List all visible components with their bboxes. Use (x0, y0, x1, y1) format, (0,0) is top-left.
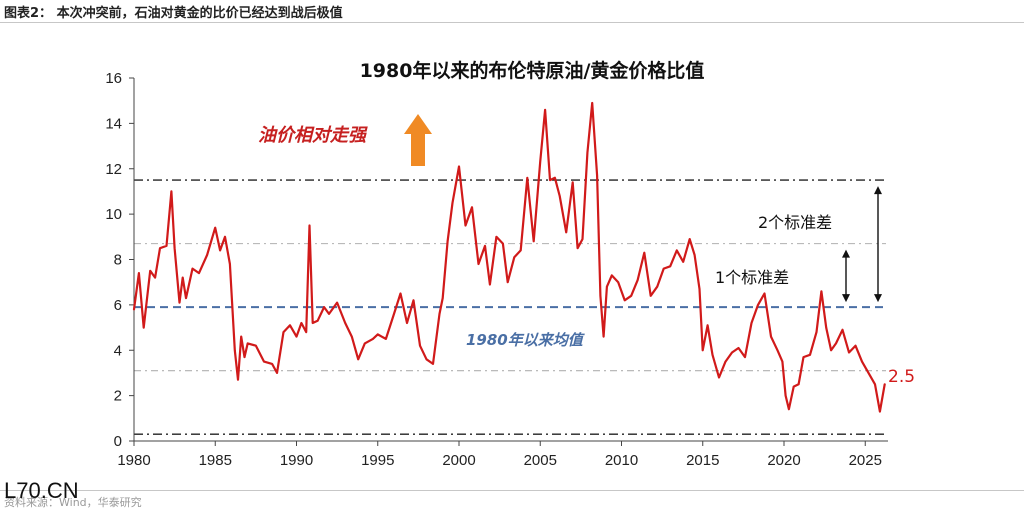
site-watermark: L70.CN (4, 478, 79, 503)
last-value-label: 2.5 (888, 367, 915, 387)
axes: 0 2 4 6 8 10 12 14 16 1980 1985 1990 1995 2000 2005 201… (105, 70, 888, 469)
two-sd-label: 2个标准差 (758, 213, 832, 232)
x-tick-label: 1995 (361, 452, 394, 469)
x-tick-label: 2010 (605, 452, 638, 469)
annotations: 油价相对走强 1980年以来均值 2个标准差 1个标准差 2.5 (258, 114, 915, 387)
one-sd-arrow (842, 249, 850, 303)
chart-title: 1980年以来的布伦特原油/黄金价格比值 (360, 59, 705, 82)
x-tick-label: 2020 (767, 452, 800, 469)
y-tick-label: 14 (105, 115, 122, 132)
source-note: 资料来源：Wind，华泰研究 (4, 496, 142, 509)
x-tick-label: 2025 (849, 452, 882, 469)
y-tick-label: 0 (114, 433, 122, 450)
x-tick-label: 2000 (442, 452, 475, 469)
y-tick-label: 16 (105, 70, 122, 87)
source-divider (0, 490, 1024, 491)
reference-lines (134, 179, 886, 435)
series-group (132, 101, 886, 413)
y-tick-label: 4 (114, 342, 122, 359)
one-sd-label: 1个标准差 (715, 268, 789, 287)
caption-divider (0, 22, 1024, 23)
figure-caption: 图表2： 本次冲突前，石油对黄金的比价已经达到战后极值 (4, 6, 343, 21)
x-tick-label: 1980 (117, 452, 150, 469)
up-arrow-icon (404, 114, 432, 166)
two-sd-arrow (874, 186, 882, 303)
oil-stronger-annotation: 油价相对走强 (258, 125, 368, 146)
x-tick-label: 1990 (280, 452, 313, 469)
sd-arrow-head-top (874, 186, 882, 195)
x-tick-label: 2015 (686, 452, 719, 469)
sd-arrow-head-bottom (874, 294, 882, 303)
y-tick-label: 10 (105, 206, 122, 223)
sd-arrows (842, 186, 882, 303)
x-tick-label: 1985 (199, 452, 232, 469)
y-tick-label: 6 (114, 297, 122, 314)
series-line-0 (132, 101, 886, 413)
x-tick-label: 2005 (524, 452, 557, 469)
y-tick-label: 12 (105, 161, 122, 178)
sd-arrow-head-top (842, 249, 850, 258)
mean-label: 1980年以来均值 (466, 331, 586, 349)
sd-arrow-head-bottom (842, 294, 850, 303)
y-tick-label: 2 (114, 388, 122, 405)
y-tick-label: 8 (114, 252, 122, 269)
